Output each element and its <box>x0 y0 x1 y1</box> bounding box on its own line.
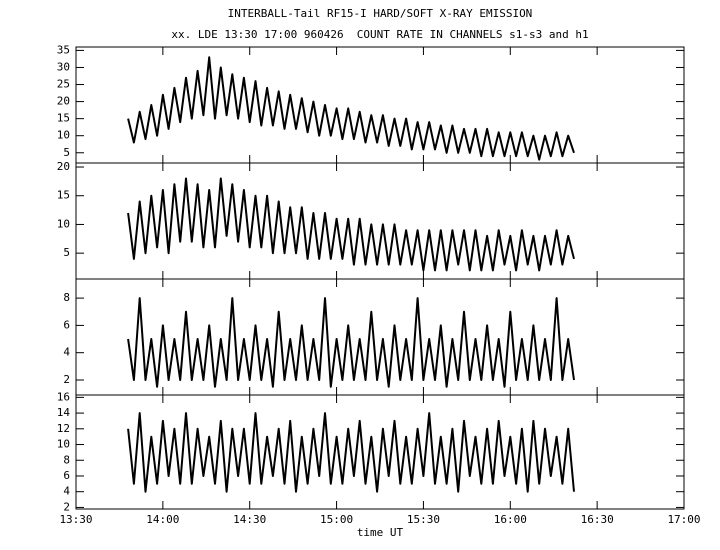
chart-subtitle: xx. LDE 13:30 17:00 960426 COUNT RATE IN… <box>171 28 588 41</box>
y-tick-label: 16 <box>57 390 70 403</box>
y-tick-label: 6 <box>63 469 70 482</box>
panel-frame <box>75 278 685 396</box>
y-tick-label: 10 <box>57 129 70 142</box>
x-tick-label: 13:30 <box>59 513 92 526</box>
y-tick-label: 35 <box>57 43 70 56</box>
y-tick-label: 5 <box>63 146 70 159</box>
y-tick-label: 10 <box>57 217 70 230</box>
y-tick-label: 14 <box>57 406 71 419</box>
trace <box>127 412 575 493</box>
x-axis-label: time UT <box>357 526 404 539</box>
panel-frame <box>75 162 685 280</box>
y-tick-label: 4 <box>63 346 70 359</box>
y-tick-label: 12 <box>57 422 70 435</box>
x-tick-label: 15:00 <box>320 513 353 526</box>
x-tick-label: 14:30 <box>233 513 266 526</box>
y-tick-label: 20 <box>57 95 70 108</box>
x-tick-label: 16:00 <box>494 513 527 526</box>
chart-title: INTERBALL-Tail RF15-I HARD/SOFT X-RAY EM… <box>228 7 533 20</box>
x-tick-label: 16:30 <box>581 513 614 526</box>
y-tick-label: 2 <box>63 373 70 386</box>
panel-frame <box>75 46 685 164</box>
y-tick-label: 5 <box>63 246 70 259</box>
y-tick-label: 15 <box>57 189 70 202</box>
panel-frame <box>75 394 685 510</box>
trace <box>127 177 575 272</box>
x-tick-label: 17:00 <box>667 513 700 526</box>
y-tick-label: 30 <box>57 60 70 73</box>
y-tick-label: 10 <box>57 438 70 451</box>
x-tick-label: 15:30 <box>407 513 440 526</box>
trace <box>127 56 575 161</box>
y-tick-label: 8 <box>63 291 70 304</box>
trace <box>127 297 575 388</box>
y-tick-label: 25 <box>57 78 70 91</box>
y-tick-label: 6 <box>63 318 70 331</box>
y-tick-label: 4 <box>63 485 70 498</box>
y-tick-label: 2 <box>63 500 70 513</box>
x-tick-label: 14:00 <box>146 513 179 526</box>
y-tick-label: 20 <box>57 160 70 173</box>
y-tick-label: 8 <box>63 453 70 466</box>
y-tick-label: 15 <box>57 112 70 125</box>
